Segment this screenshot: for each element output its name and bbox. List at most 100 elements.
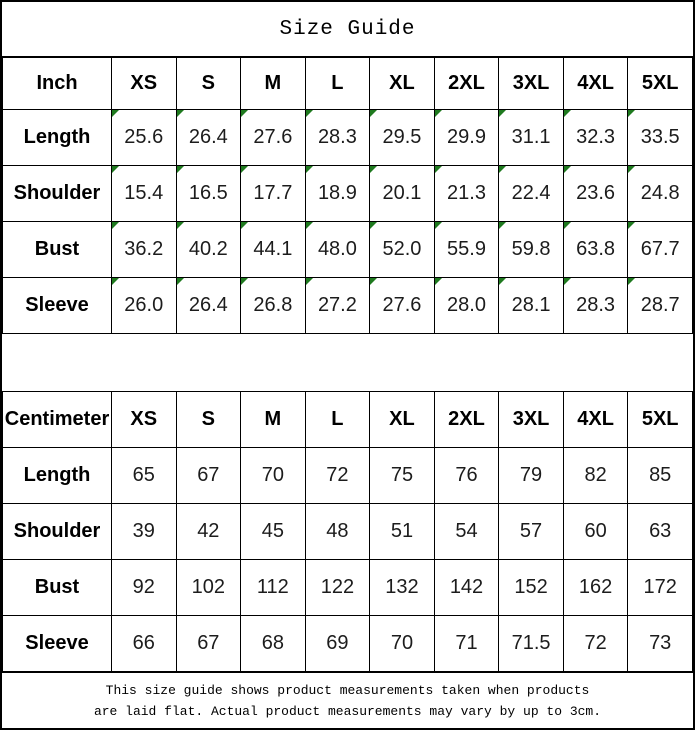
measurement-value-cell: 54 [433,503,500,560]
measurement-value-cell: 15.4 [111,165,177,222]
text-format-marker-icon [628,110,636,117]
text-format-marker-icon [241,278,249,285]
measurement-value-cell: 21.3 [433,165,500,222]
measurement-value: 27.6 [382,294,422,316]
measurement-value: 44.1 [253,238,293,260]
measurement-value-cell: 27.2 [304,277,371,334]
measurement-value-cell: 70 [240,447,306,504]
measurement-value-cell: 28.3 [562,277,629,334]
text-format-marker-icon [241,110,249,117]
measurement-value-cell: 66 [111,615,177,672]
text-format-marker-icon [177,166,184,173]
measurement-value-cell: 48 [304,503,371,560]
measurement-value-cell: 28.3 [304,109,371,166]
size-column-header: 4XL [562,391,629,448]
measurement-value: 21.3 [447,182,486,204]
measurement-value: 92 [132,576,155,598]
size-column-header: 5XL [627,57,693,110]
measurement-value: 68 [261,632,284,654]
size-column-header: XS [111,57,177,110]
text-format-marker-icon [306,110,313,117]
measurement-value-cell: 69 [304,615,371,672]
text-format-marker-icon [370,166,378,173]
measurement-value: 45 [261,520,284,542]
measurement-row-label: Bust [2,221,112,278]
text-format-marker-icon [370,110,378,117]
measurement-value-cell: 20.1 [369,165,435,222]
measurement-value-cell: 102 [175,559,242,616]
measurement-value: 71 [455,632,478,654]
unit-header-cell: Inch [2,57,112,110]
measurement-value: 57 [519,520,543,542]
measurement-value: 26.4 [188,294,228,316]
size-column-header: S [175,57,242,110]
measurement-value: 48.0 [317,238,357,260]
measurement-value-cell: 68 [240,615,306,672]
measurement-value-cell: 42 [175,503,242,560]
size-column-header: 3XL [498,391,564,448]
measurement-row: Length 65 67 70 72 75 76 79 82 85 [2,447,693,504]
size-column-header: XL [369,57,435,110]
measurement-value-cell: 71.5 [498,615,564,672]
measurement-row-label: Shoulder [2,503,112,560]
measurement-value-cell: 63 [627,503,693,560]
measurement-value: 28.0 [447,294,486,316]
text-format-marker-icon [306,222,313,229]
unit-header-cell: Centimeter [2,391,112,448]
measurement-value: 67 [197,464,220,486]
measurement-value-cell: 152 [498,559,564,616]
measurement-value: 75 [390,464,414,486]
disclaimer-line-2: are laid flat. Actual product measuremen… [93,703,602,719]
text-format-marker-icon [112,110,119,117]
measurement-row-label: Sleeve [2,615,112,672]
measurement-value-cell: 51 [369,503,435,560]
measurement-value: 24.8 [640,182,680,204]
measurement-value-cell: 40.2 [175,221,242,278]
size-header-row: Inch XS S M L XL 2XL 3XL 4XL 5XL [2,57,693,110]
text-format-marker-icon [499,110,507,117]
measurement-value-cell: 18.9 [304,165,371,222]
measurement-value-cell: 28.7 [627,277,693,334]
measurement-value: 26.8 [253,294,293,316]
centimeter-size-table: Centimeter XS S M L XL 2XL 3XL 4XL 5XL Length 65 67 7… [2,391,693,672]
measurement-value-cell: 72 [562,615,629,672]
measurement-value-cell: 27.6 [240,109,306,166]
measurement-value: 152 [514,576,548,598]
measurement-row: Sleeve 66 67 68 69 70 71 71.5 72 73 [2,615,693,672]
measurement-value-cell: 17.7 [240,165,306,222]
measurement-value: 54 [455,520,478,542]
measurement-value: 16.5 [188,182,228,204]
text-format-marker-icon [435,166,442,173]
measurement-row: Shoulder 15.4 16.5 17.7 18.9 20.1 21.3 22.4 23.6… [2,165,693,222]
measurement-value: 28.7 [640,294,680,316]
measurement-value-cell: 52.0 [369,221,435,278]
measurement-value: 17.7 [253,182,293,204]
measurement-value-cell: 85 [627,447,693,504]
measurement-value: 66 [132,632,155,654]
measurement-value-cell: 55.9 [433,221,500,278]
measurement-value: 70 [390,632,414,654]
measurement-value: 79 [519,464,543,486]
size-column-header: M [240,391,306,448]
measurement-value: 65 [132,464,155,486]
text-format-marker-icon [112,222,119,229]
text-format-marker-icon [112,166,119,173]
size-column-header: S [175,391,242,448]
measurement-value: 162 [578,576,613,598]
measurement-value: 15.4 [124,182,164,204]
text-format-marker-icon [564,110,571,117]
measurement-value: 26.4 [188,126,228,148]
measurement-value-cell: 63.8 [562,221,629,278]
text-format-marker-icon [564,222,571,229]
size-column-header: L [304,391,371,448]
size-column-header: 3XL [498,57,564,110]
measurement-value: 52.0 [382,238,422,260]
measurement-value-cell: 59.8 [498,221,564,278]
measurement-value-cell: 71 [433,615,500,672]
measurement-value: 73 [649,632,672,654]
measurement-row: Length 25.6 26.4 27.6 28.3 29.5 29.9 31.1 32.3 33… [2,109,693,166]
measurement-value: 59.8 [511,238,551,260]
text-format-marker-icon [628,278,636,285]
size-column-header: L [304,57,371,110]
measurement-value-cell: 65 [111,447,177,504]
